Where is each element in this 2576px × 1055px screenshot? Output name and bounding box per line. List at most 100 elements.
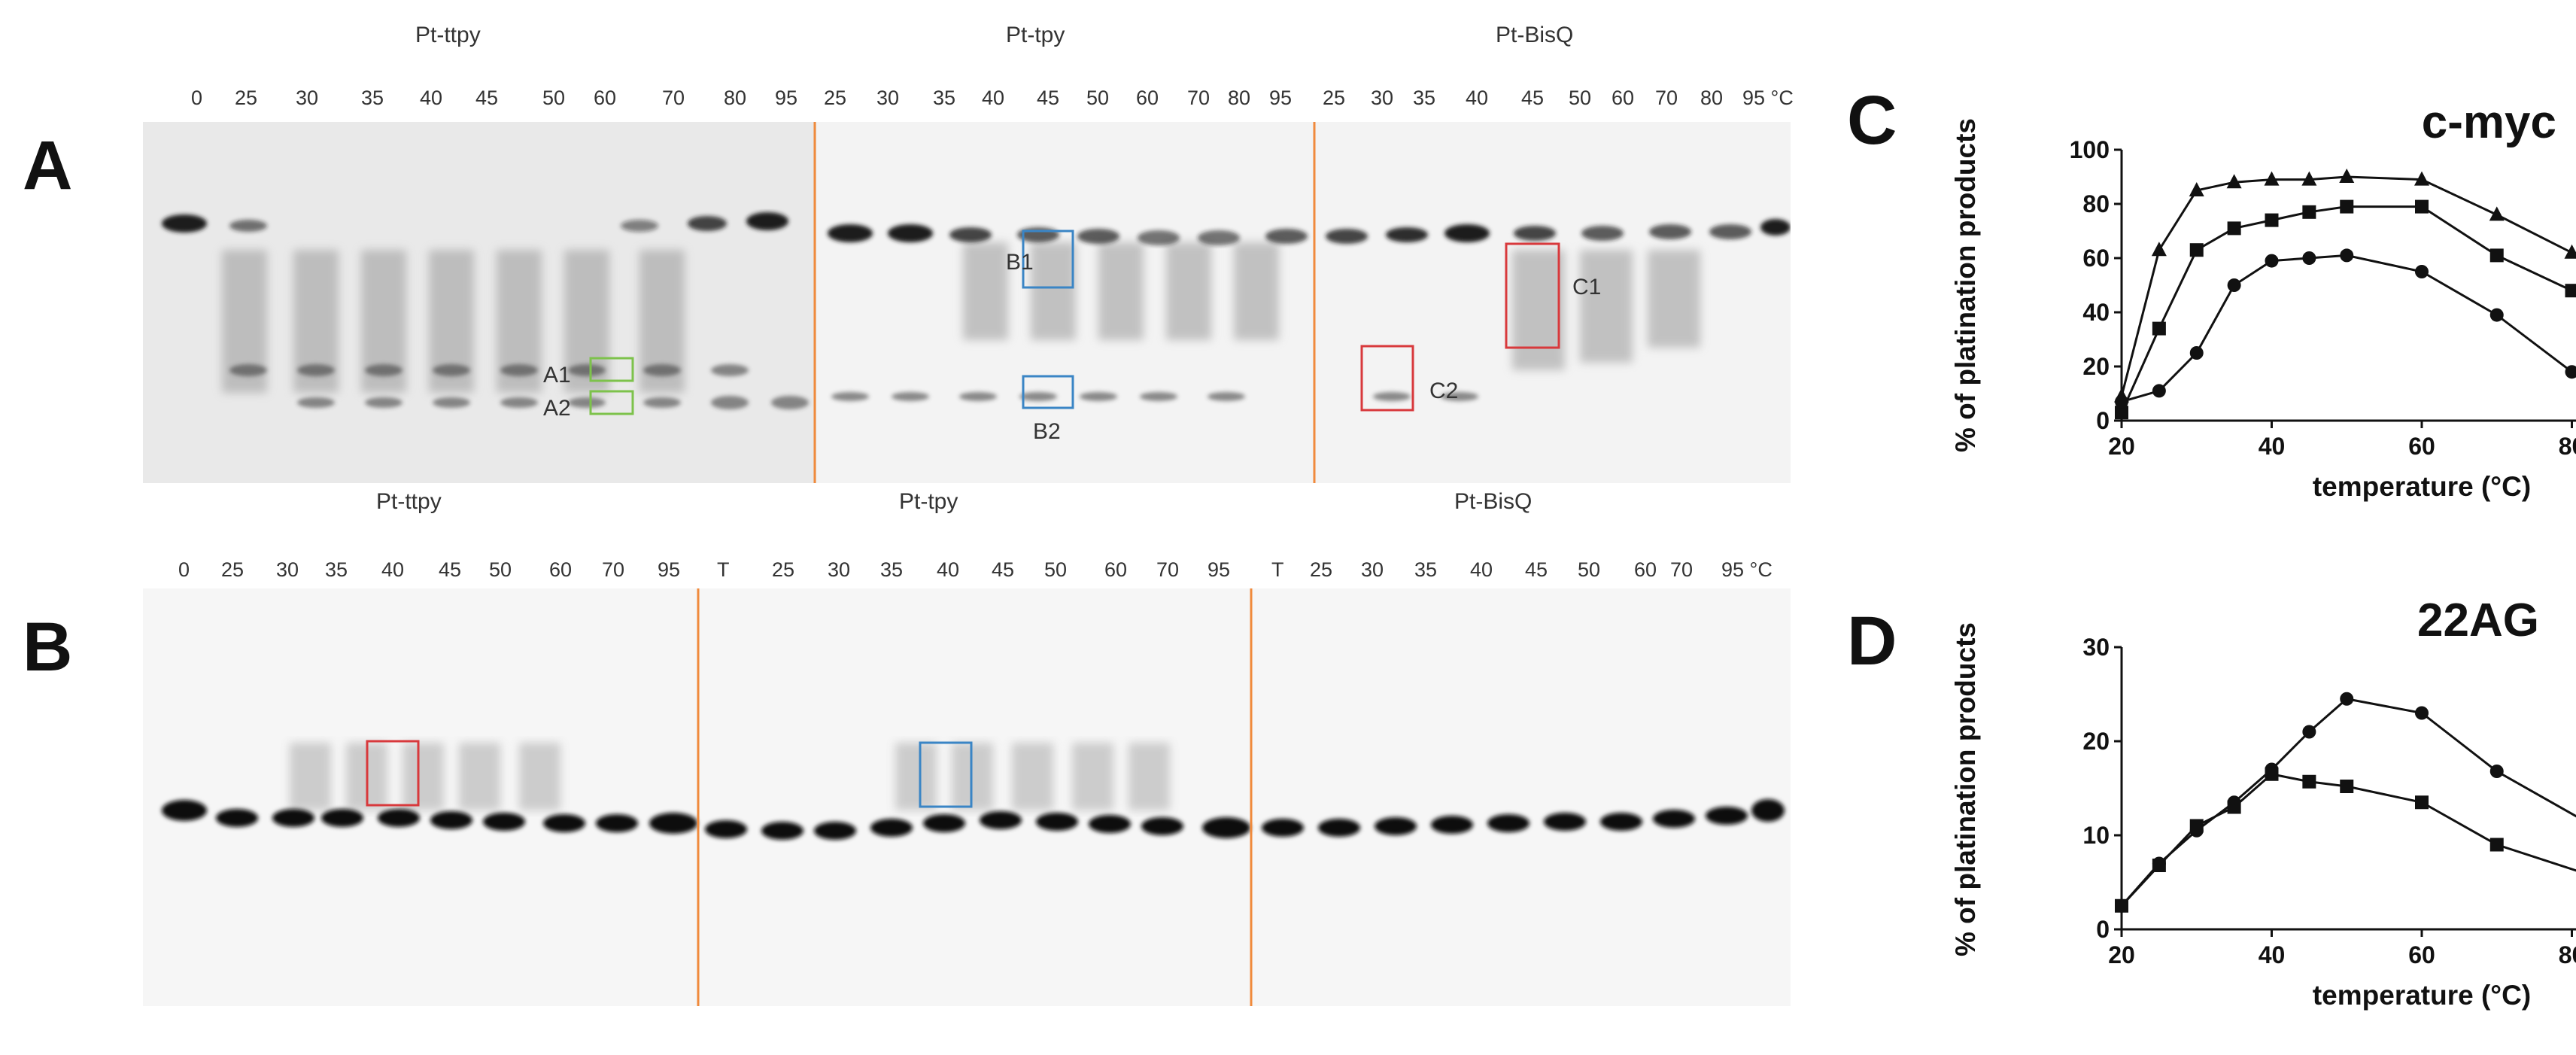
lane-label: 40	[420, 87, 443, 109]
data-point-triangle	[2339, 169, 2355, 183]
gel-b-group-title-bisq: Pt-BisQ	[1454, 489, 1533, 514]
lane-label: 30	[1371, 87, 1394, 109]
lane-label: 25	[1310, 558, 1333, 581]
lane-label: 30	[296, 87, 319, 109]
lane-label: 40	[381, 558, 405, 581]
lane-label: 45	[1525, 558, 1548, 581]
data-point-square	[2340, 199, 2354, 214]
data-point-square	[2265, 767, 2279, 781]
lane-label: 30	[1361, 558, 1384, 581]
data-point-circle	[2189, 346, 2204, 360]
lane-label: 35	[933, 87, 956, 109]
label-b2: B2	[1033, 419, 1061, 444]
lane-label: 25	[1323, 87, 1346, 109]
data-point-triangle	[2151, 242, 2167, 257]
lane-label: 25	[235, 87, 258, 109]
x-tick-label: 40	[2259, 433, 2286, 460]
gel-b-group-title-ttpy: Pt-ttpy	[376, 489, 442, 514]
data-point-circle	[2565, 365, 2576, 379]
lane-label: T	[717, 558, 730, 581]
lane-label: 70	[662, 87, 685, 109]
lane-label: 70	[1655, 87, 1678, 109]
lane-label: 35	[1414, 558, 1438, 581]
chart-title: 22AG	[2417, 594, 2539, 646]
data-point-square	[2189, 819, 2204, 833]
gel-image-b	[143, 588, 1791, 1006]
box-a2	[589, 390, 634, 415]
gel-b-bands	[162, 799, 1785, 840]
gel-b-graphic	[162, 588, 1785, 1006]
lane-label: 30	[828, 558, 851, 581]
data-point-square	[2415, 199, 2429, 214]
data-point-triangle	[2264, 171, 2280, 186]
gel-image-a	[143, 122, 1791, 483]
lane-label: 60	[594, 87, 617, 109]
data-point-square	[2489, 838, 2504, 852]
lane-label: 35	[325, 558, 348, 581]
y-tick-label: 0	[2096, 916, 2110, 943]
data-point-square	[2340, 780, 2354, 793]
lane-label: 95	[775, 87, 798, 109]
lane-label: 45	[475, 87, 499, 109]
data-point-square	[2302, 774, 2316, 789]
lane-label: 95	[1269, 87, 1293, 109]
box-b-blue	[919, 741, 973, 808]
data-point-circle	[2227, 278, 2241, 292]
lane-label: 50	[1044, 558, 1068, 581]
lane-label: 30	[276, 558, 299, 581]
data-point-square	[2227, 800, 2241, 814]
lane-label: 25	[824, 87, 847, 109]
lane-label: 50	[1578, 558, 1601, 581]
lane-label: 70	[1156, 558, 1180, 581]
lane-label: 60	[1104, 558, 1128, 581]
lane-label: 40	[937, 558, 960, 581]
lane-label: 25	[772, 558, 795, 581]
lane-label: 45	[992, 558, 1015, 581]
lane-label: 50	[1086, 87, 1110, 109]
lane-label: 50	[1569, 87, 1592, 109]
data-point-square	[2189, 243, 2204, 257]
series-line	[2120, 698, 2576, 907]
lane-label: T	[1271, 558, 1284, 581]
gel-b-group-title-tpy: Pt-tpy	[899, 489, 958, 514]
lane-label: 95	[658, 558, 681, 581]
data-point-triangle	[2489, 206, 2505, 221]
lane-label: 95 °C	[1721, 558, 1773, 581]
x-tick-label: 80	[2559, 433, 2576, 460]
data-point-triangle	[2414, 171, 2429, 186]
data-point-circle	[2340, 248, 2354, 263]
label-b1: B1	[1006, 250, 1034, 275]
data-point-square	[2565, 284, 2576, 298]
data-point-circle	[2302, 725, 2316, 739]
lane-label: 35	[880, 558, 904, 581]
x-tick-label: 60	[2408, 433, 2435, 460]
panel-letter-c: C	[1847, 82, 1897, 159]
lane-label: 70	[602, 558, 625, 581]
y-tick-label: 30	[2082, 634, 2110, 661]
label-a1: A1	[543, 363, 571, 388]
lane-label: 40	[982, 87, 1005, 109]
gel-a-group-title-tpy: Pt-tpy	[1006, 23, 1065, 47]
lane-label: 50	[542, 87, 566, 109]
data-point-square	[2489, 248, 2504, 263]
box-b2	[1022, 375, 1074, 409]
box-b1	[1022, 230, 1074, 289]
data-point-triangle	[2301, 171, 2317, 186]
data-point-circle	[2115, 394, 2128, 409]
y-tick-label: 100	[2070, 136, 2110, 163]
lane-label: 60	[1136, 87, 1159, 109]
data-point-square	[2115, 898, 2128, 913]
x-tick-label: 60	[2408, 941, 2435, 968]
lane-label: 80	[1228, 87, 1251, 109]
lane-label: 95	[1208, 558, 1231, 581]
lane-label: 40	[1470, 558, 1493, 581]
data-point-circle	[2489, 308, 2504, 322]
data-point-square	[2152, 321, 2166, 336]
y-tick-label: 10	[2082, 822, 2110, 849]
lane-label: 35	[1413, 87, 1436, 109]
y-axis-label: % of platination products	[1950, 622, 1981, 956]
lane-label: 60	[1612, 87, 1635, 109]
panel-letter-b: B	[23, 609, 73, 686]
lane-label: 50	[489, 558, 512, 581]
